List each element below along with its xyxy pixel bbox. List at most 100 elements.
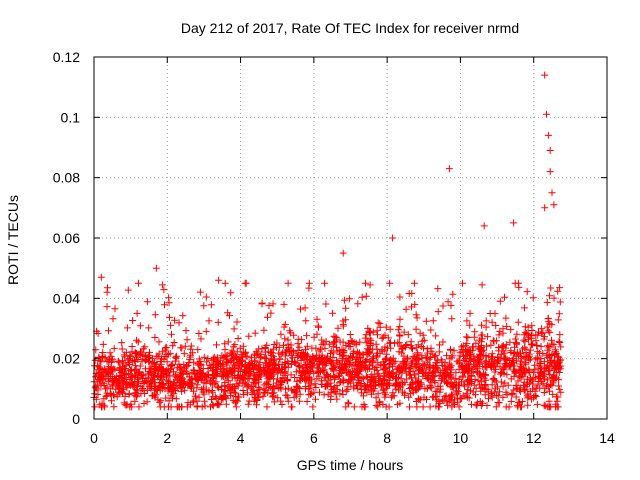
data-point	[133, 336, 141, 344]
data-point	[127, 367, 135, 375]
data-point	[539, 350, 547, 357]
data-point	[255, 393, 263, 401]
data-point	[470, 361, 478, 369]
data-point	[533, 400, 541, 408]
data-point	[550, 341, 558, 349]
data-point	[118, 339, 126, 347]
data-point	[99, 340, 107, 348]
data-point	[412, 311, 420, 319]
data-point	[264, 389, 272, 397]
data-point	[138, 357, 146, 365]
data-point	[213, 341, 220, 349]
data-point	[466, 309, 474, 317]
data-point	[321, 344, 329, 352]
data-point	[165, 294, 173, 302]
data-point	[380, 385, 388, 393]
data-point	[350, 347, 358, 355]
data-point	[544, 314, 552, 322]
data-point	[227, 367, 235, 374]
data-point	[326, 373, 334, 380]
data-point	[223, 371, 231, 379]
data-point	[206, 376, 214, 384]
data-point	[245, 359, 253, 367]
data-point	[469, 343, 477, 351]
data-point	[546, 292, 553, 300]
data-point	[139, 345, 147, 353]
data-point	[189, 398, 197, 406]
data-point	[318, 380, 326, 388]
data-point	[556, 356, 564, 364]
data-point	[133, 309, 141, 317]
data-point	[514, 318, 522, 326]
data-point	[333, 395, 341, 403]
data-point	[336, 371, 343, 379]
data-point	[432, 388, 440, 396]
data-point	[363, 388, 371, 396]
data-point	[446, 360, 454, 368]
data-point	[151, 334, 159, 341]
data-point	[536, 375, 544, 383]
data-point	[284, 347, 292, 355]
data-point	[306, 385, 314, 393]
data-point	[527, 331, 535, 339]
data-point	[292, 368, 300, 376]
data-point	[514, 279, 522, 287]
data-point	[200, 353, 208, 361]
data-point	[140, 400, 148, 407]
data-point	[312, 384, 320, 391]
data-point	[364, 324, 372, 332]
chart-title: Day 212 of 2017, Rate Of TEC Index for r…	[181, 20, 519, 36]
data-point	[305, 377, 313, 385]
data-point	[311, 380, 319, 388]
data-point	[284, 375, 291, 383]
data-point	[194, 376, 202, 384]
data-point	[260, 326, 268, 334]
data-point	[223, 358, 231, 366]
data-point	[517, 365, 525, 373]
data-point	[394, 326, 402, 334]
data-point	[301, 304, 309, 312]
data-point	[277, 381, 284, 389]
data-point	[236, 344, 244, 352]
data-point	[501, 293, 508, 301]
data-point	[308, 390, 316, 398]
data-point	[327, 350, 334, 357]
data-point-peak	[97, 273, 105, 281]
data-point	[465, 355, 473, 363]
data-point	[381, 375, 388, 383]
data-point	[344, 379, 352, 387]
data-point-peak	[550, 201, 558, 209]
data-point	[265, 302, 273, 310]
data-point	[294, 340, 302, 348]
data-point	[516, 398, 523, 406]
data-point	[270, 364, 278, 372]
data-point	[544, 342, 552, 350]
data-point	[296, 390, 304, 398]
data-point	[246, 368, 254, 376]
data-point	[266, 374, 274, 382]
data-point	[116, 373, 124, 381]
data-point	[339, 317, 347, 325]
data-point	[546, 328, 554, 336]
data-point	[555, 385, 563, 393]
data-point	[495, 343, 503, 351]
data-point	[108, 397, 115, 405]
x-tick-labels: 0 2 4 6 8 10 12 14	[90, 430, 615, 446]
data-point	[122, 348, 130, 356]
data-point	[492, 403, 500, 411]
data-point	[128, 348, 136, 356]
data-point	[458, 362, 466, 370]
data-point	[544, 376, 552, 384]
data-point	[240, 391, 248, 398]
data-point	[487, 341, 495, 349]
data-point	[443, 398, 451, 406]
data-point	[291, 374, 299, 381]
data-point	[313, 330, 321, 338]
data-point	[415, 382, 423, 390]
data-point	[108, 373, 116, 380]
data-point	[436, 382, 444, 390]
data-point	[197, 335, 205, 343]
data-point	[313, 375, 321, 383]
data-point	[239, 353, 247, 361]
data-point	[141, 356, 149, 364]
